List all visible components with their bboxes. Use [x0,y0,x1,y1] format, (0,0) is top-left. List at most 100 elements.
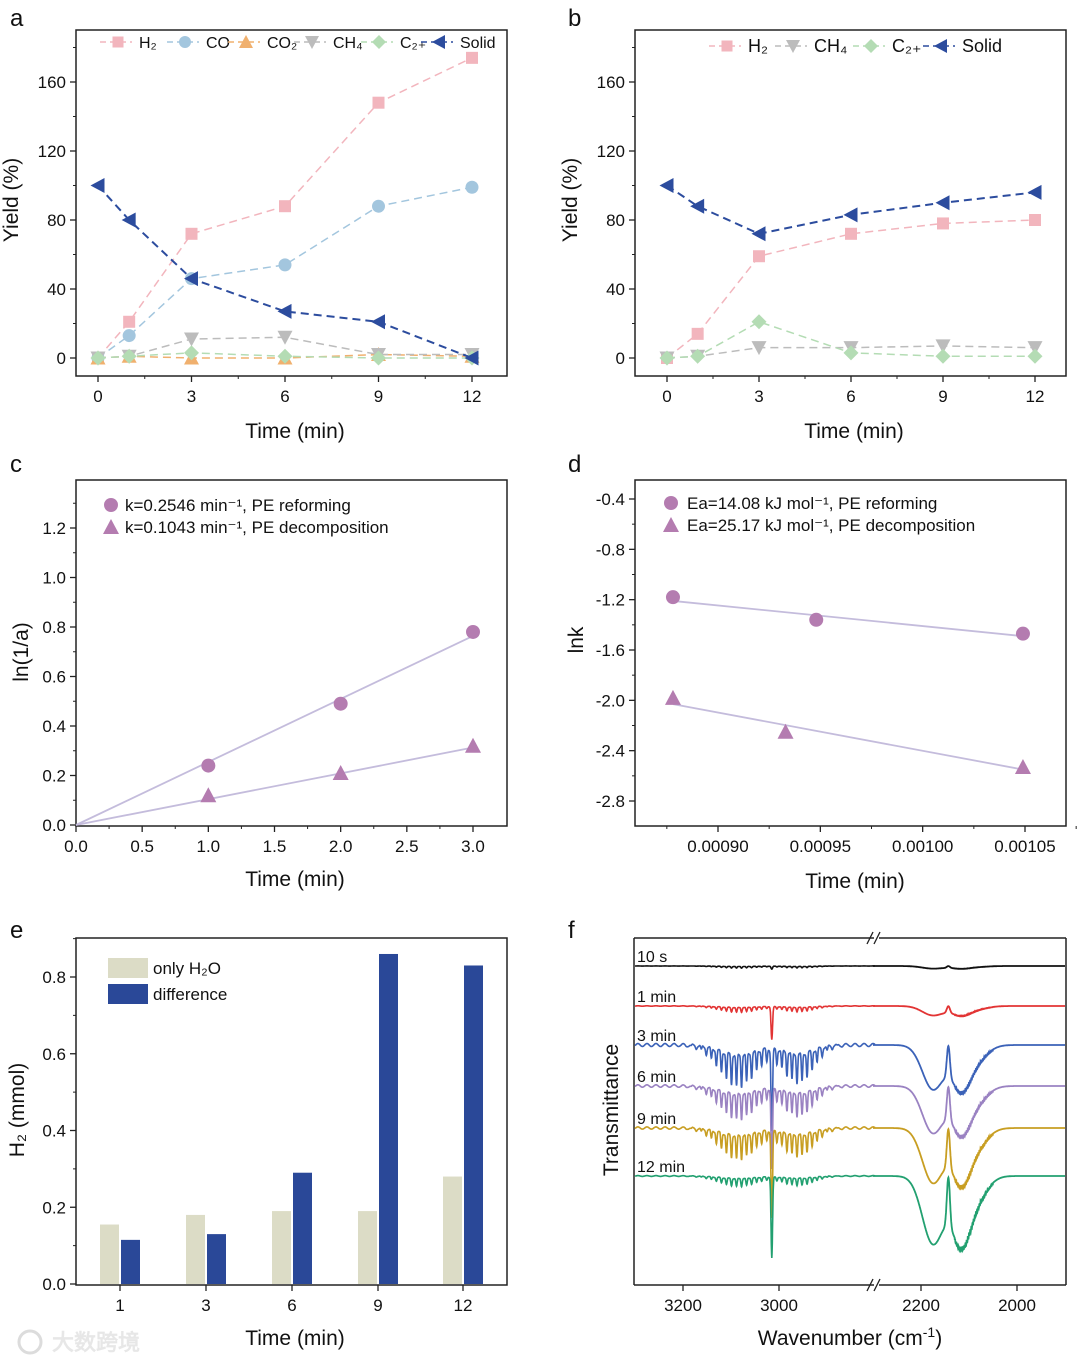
x-tick-label: 2.5 [395,837,419,856]
spectrum-line-co [873,965,1065,970]
series-line [97,57,473,359]
spectrum-label: 3 min [637,1028,676,1045]
y-tick-label: -2.4 [596,742,625,761]
data-point [751,314,767,330]
legend-swatch [108,984,148,1004]
legend-marker [372,35,386,49]
data-point [466,624,480,639]
x-axis-title: Time (min) [805,870,905,893]
axis-break-mark [866,1278,874,1292]
data-point [751,226,766,242]
data-point [278,258,292,272]
series-C₂₊ [90,345,480,366]
x-tick-label: 3 [187,387,196,406]
legend-label: CH₄ [814,36,847,56]
data-point [1027,184,1042,200]
spectrum-line-ch4 [634,1174,876,1259]
legend-label: only H₂O [153,959,221,978]
spectrum-line-ch4 [634,1042,876,1132]
panel-e: 0.0 0.2 0.4 0.6 0.8 1 3 6 9 12 only H₂O difference T… [6,937,508,1350]
y-axis-title: H₂ (mmol) [6,1063,29,1157]
legend-label: H₂ [748,36,768,56]
spectrum-line-co [873,1005,1065,1018]
y-axis-title: Transmittance [600,1044,623,1176]
data-point [843,207,858,223]
y-tick-label: -0.4 [596,490,625,509]
bar [272,1211,291,1284]
x-tick-label: 6 [287,1296,296,1315]
y-tick-label: 0.2 [42,1198,66,1217]
series-0: k=0.2546 min⁻¹, PE reforming [75,496,480,826]
panel-d: 0.00090 0.00095 0.00100 0.00105 -0.4 -0.8 -1.2… [565,479,1077,893]
legend-label: CH₄ [333,35,363,52]
legend-marker [104,498,118,512]
x-tick-label: 2.0 [329,837,353,856]
fit-line [672,703,1024,771]
data-point [184,345,199,361]
series-0: Ea=14.08 kJ mol⁻¹, PE reforming [664,494,1030,641]
data-point [665,590,680,605]
panel-label: d [568,451,581,478]
spectrum-line-ch4 [634,1084,876,1169]
legend-label: C₂₊ [892,36,922,56]
x-axis-title: Wavenumber (cm-1) [758,1324,942,1350]
x-axis-title: Time (min) [245,420,345,443]
x-tick-label: 9 [374,387,383,406]
y-tick-label: 160 [597,73,625,92]
x-tick-label: 3 [201,1296,210,1315]
legend-marker [432,35,445,49]
bar [207,1234,226,1284]
data-point [372,199,385,213]
x-tick-label: 0 [662,387,671,406]
bar [443,1176,462,1284]
x-axis-title-end: ) [935,1327,942,1350]
data-point [184,271,198,287]
y-tick-label: 1.2 [42,519,66,538]
data-point [935,195,950,211]
y-tick-label: 80 [606,211,625,230]
series-C₂₊ [659,314,1043,366]
data-point [121,348,137,364]
axis-break-mark [873,1278,881,1292]
y-tick-label: 0.8 [42,968,66,987]
data-point [664,689,681,705]
spectrum-line-co [873,1127,1065,1191]
series-line [666,184,1036,235]
x-axis-title: Time (min) [804,420,904,443]
bar [358,1211,377,1284]
bar [121,1239,140,1284]
x-tick-label: 1.5 [263,837,287,856]
x-tick-label: 1 [115,1296,124,1315]
data-point [843,345,859,361]
data-point [845,227,857,240]
panel-label: e [10,917,23,944]
series-line [666,219,1036,359]
legend-marker [103,519,119,534]
x-tick-label: 12 [1026,387,1045,406]
axis-break-mark [866,931,874,945]
data-point [935,339,951,354]
data-point [201,758,216,773]
x-axis-title: Time (min) [245,868,345,891]
legend-marker [664,496,678,510]
y-axis-title: lnk [565,626,588,653]
data-point [690,198,705,214]
data-point [659,178,674,193]
data-point [372,96,385,109]
x-tick-label: 2200 [902,1296,940,1315]
y-tick-label: -2.0 [596,691,625,710]
legend-swatch [108,958,148,978]
y-tick-label: 160 [38,73,66,92]
x-tick-label: 3200 [664,1296,702,1315]
data-point [123,315,136,328]
data-point [1014,759,1031,775]
series-0: only H₂O [100,958,462,1284]
panel-f: 3200 3000 2200 2000 10 s 1 min 3 min 6 min 9 min… [600,931,1067,1350]
data-point [809,612,824,627]
legend-label: CO [206,35,230,52]
watermark-icon [17,1329,43,1355]
legend-label: Ea=14.08 kJ mol⁻¹, PE reforming [687,494,937,513]
